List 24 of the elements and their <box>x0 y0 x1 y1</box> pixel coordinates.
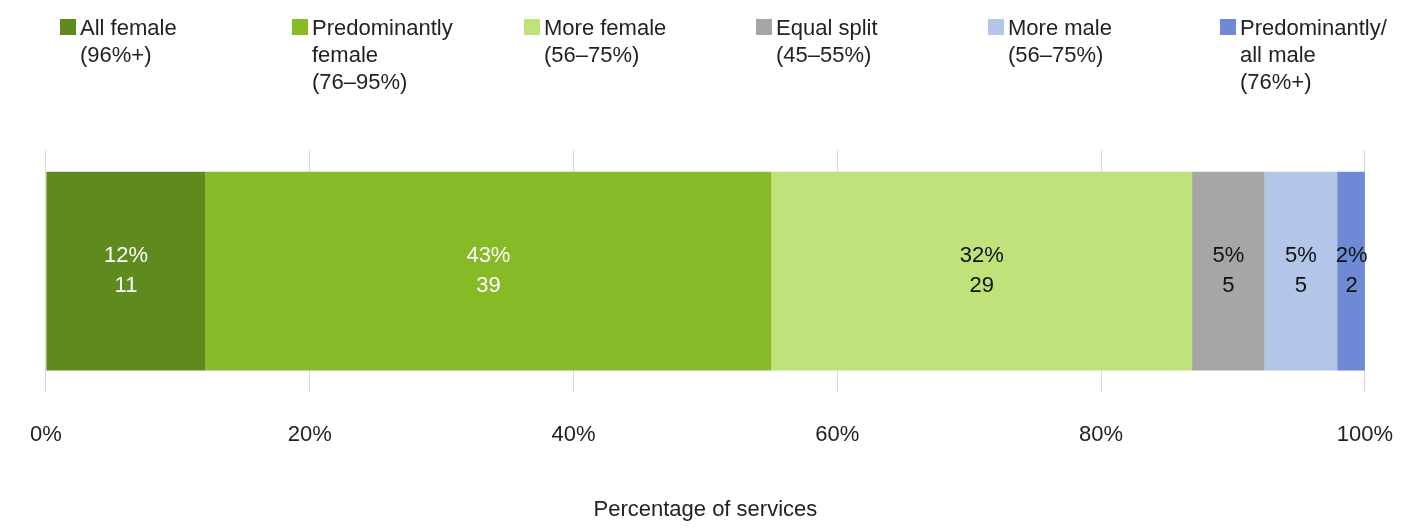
bar <box>1192 171 1265 371</box>
data-label: 5% 5 <box>1212 242 1245 298</box>
legend-label: All female (96%+) <box>80 15 177 67</box>
x-tick-label: 40% <box>551 421 596 447</box>
bar <box>1337 171 1365 371</box>
bar <box>771 171 1193 371</box>
x-tick-label: 0% <box>30 421 62 447</box>
legend-label: Predominantly female (76–95%) <box>312 15 453 94</box>
x-tick-label: 80% <box>1079 421 1124 447</box>
data-label: 32% 29 <box>959 242 1004 298</box>
x-tick-label: 20% <box>287 421 332 447</box>
data-label: 12% 11 <box>103 242 148 298</box>
x-tick-label: 60% <box>815 421 860 447</box>
legend-label: Predominantly/ all male (76%+) <box>1240 15 1387 94</box>
x-tick-label: 100% <box>1336 421 1394 447</box>
legend-label: Equal split (45–55%) <box>776 15 878 67</box>
legend-label: More male (56–75%) <box>1008 15 1112 67</box>
x-axis-title: Percentage of services <box>593 495 818 521</box>
data-label: 5% 5 <box>1285 242 1317 298</box>
bar <box>46 171 206 371</box>
legend-label: More female (56–75%) <box>544 15 667 67</box>
data-label: 43% 39 <box>466 242 511 298</box>
bar <box>205 171 772 371</box>
bar <box>1264 171 1338 371</box>
